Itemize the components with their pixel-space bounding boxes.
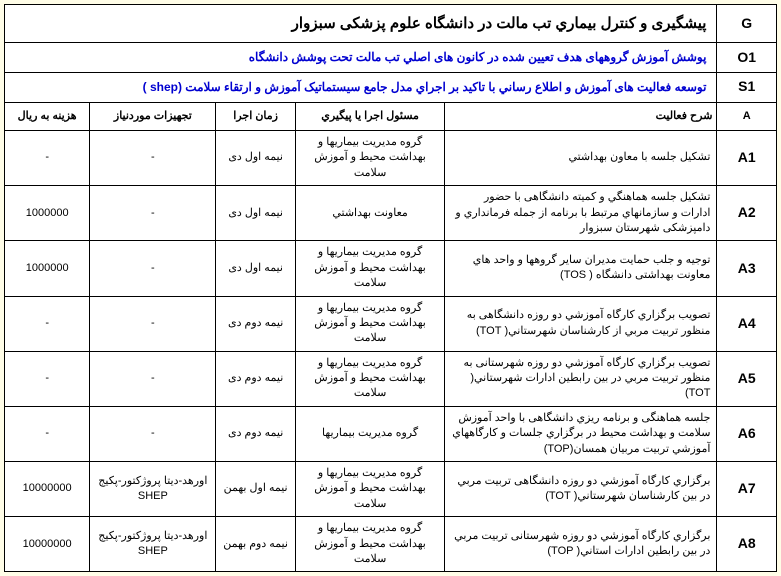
row-code: A8 — [717, 517, 777, 572]
row-cost: - — [5, 296, 90, 351]
row-desc: تشکیل جلسه با معاون بهداشتي — [445, 130, 717, 185]
row-code: A4 — [717, 296, 777, 351]
row-resp: گروه مدیریت بیماریها و بهداشت محیط و آمو… — [295, 241, 444, 296]
col-resp: مسئول اجرا یا پیگیري — [295, 102, 444, 130]
strategy-code: S1 — [717, 72, 777, 102]
row-equip: - — [90, 130, 216, 185]
row-code: A6 — [717, 406, 777, 461]
goal-row: G پیشگیری و کنترل بیماري تب مالت در دانش… — [5, 5, 777, 43]
row-equip: - — [90, 241, 216, 296]
row-code: A3 — [717, 241, 777, 296]
plan-table: G پیشگیری و کنترل بیماري تب مالت در دانش… — [4, 4, 777, 572]
row-equip: - — [90, 351, 216, 406]
objective-code: O1 — [717, 43, 777, 73]
row-time: نیمه دوم بهمن — [216, 517, 295, 572]
row-cost: - — [5, 406, 90, 461]
row-desc: جلسه هماهنگی و برنامه ریزي دانشگاهی با و… — [445, 406, 717, 461]
table-row: A1تشکیل جلسه با معاون بهداشتيگروه مدیریت… — [5, 130, 777, 185]
row-equip: اورهد-دیتا پروژکتور-پکیج SHEP — [90, 517, 216, 572]
row-code: A5 — [717, 351, 777, 406]
table-row: A8برگزاري کارگاه آموزشي دو روزه شهرستانی… — [5, 517, 777, 572]
row-code: A7 — [717, 462, 777, 517]
row-time: نیمه اول دی — [216, 186, 295, 241]
strategy-row: S1 توسعه فعالیت های آموزش و اطلاع رساني … — [5, 72, 777, 102]
objective-row: O1 پوشش آموزش گروههای هدف تعیین شده در ک… — [5, 43, 777, 73]
col-cost: هزینه به ریال — [5, 102, 90, 130]
row-time: نیمه اول دی — [216, 130, 295, 185]
table-row: A7برگزاري کارگاه آموزشي دو روزه دانشگاهی… — [5, 462, 777, 517]
row-cost: 10000000 — [5, 517, 90, 572]
row-cost: 1000000 — [5, 241, 90, 296]
row-cost: 1000000 — [5, 186, 90, 241]
row-cost: - — [5, 130, 90, 185]
objective-title: پوشش آموزش گروههای هدف تعیین شده در کانو… — [5, 43, 717, 73]
row-time: نیمه دوم دی — [216, 406, 295, 461]
row-resp: معاونت بهداشتي — [295, 186, 444, 241]
row-desc: تصویب برگزاري کارگاه آموزشي دو روزه دانش… — [445, 296, 717, 351]
row-resp: گروه مدیریت بیماریها و بهداشت محیط و آمو… — [295, 517, 444, 572]
row-cost: 10000000 — [5, 462, 90, 517]
table-row: A4تصویب برگزاري کارگاه آموزشي دو روزه دا… — [5, 296, 777, 351]
row-code: A2 — [717, 186, 777, 241]
row-resp: گروه مدیریت بیماریها و بهداشت محیط و آمو… — [295, 130, 444, 185]
col-equip: تجهیزات موردنیاز — [90, 102, 216, 130]
row-desc: برگزاري کارگاه آموزشي دو روزه دانشگاهی ت… — [445, 462, 717, 517]
row-time: نیمه اول دی — [216, 241, 295, 296]
col-code: A — [717, 102, 777, 130]
column-headers: A شرح فعالیت مسئول اجرا یا پیگیري زمان ا… — [5, 102, 777, 130]
table-row: A2تشکیل جلسه هماهنگي و کمیته دانشگاهی با… — [5, 186, 777, 241]
row-time: نیمه دوم دی — [216, 296, 295, 351]
row-equip: - — [90, 186, 216, 241]
row-resp: گروه مدیریت بیماریها و بهداشت محیط و آمو… — [295, 462, 444, 517]
goal-code: G — [717, 5, 777, 43]
row-resp: گروه مدیریت بیماریها و بهداشت محیط و آمو… — [295, 351, 444, 406]
row-cost: - — [5, 351, 90, 406]
row-desc: توجیه و جلب حمایت مدیران سایر گروهها و و… — [445, 241, 717, 296]
row-equip: اورهد-دیتا پروژکتور-پکیج SHEP — [90, 462, 216, 517]
row-time: نیمه دوم دی — [216, 351, 295, 406]
row-time: نیمه اول بهمن — [216, 462, 295, 517]
row-equip: - — [90, 406, 216, 461]
col-desc: شرح فعالیت — [445, 102, 717, 130]
row-equip: - — [90, 296, 216, 351]
table-row: A5تصویب برگزاري کارگاه آموزشي دو روزه شه… — [5, 351, 777, 406]
row-code: A1 — [717, 130, 777, 185]
row-desc: تشکیل جلسه هماهنگي و کمیته دانشگاهی با ح… — [445, 186, 717, 241]
table-row: A3توجیه و جلب حمایت مدیران سایر گروهها و… — [5, 241, 777, 296]
col-time: زمان اجرا — [216, 102, 295, 130]
table-row: A6جلسه هماهنگی و برنامه ریزي دانشگاهی با… — [5, 406, 777, 461]
goal-title: پیشگیری و کنترل بیماري تب مالت در دانشگا… — [5, 5, 717, 43]
row-resp: گروه مدیریت بیماریها و بهداشت محیط و آمو… — [295, 296, 444, 351]
row-desc: برگزاري کارگاه آموزشي دو روزه شهرستانی ت… — [445, 517, 717, 572]
strategy-title: توسعه فعالیت های آموزش و اطلاع رساني با … — [5, 72, 717, 102]
row-desc: تصویب برگزاري کارگاه آموزشي دو روزه شهرس… — [445, 351, 717, 406]
row-resp: گروه مدیریت بیماریها — [295, 406, 444, 461]
